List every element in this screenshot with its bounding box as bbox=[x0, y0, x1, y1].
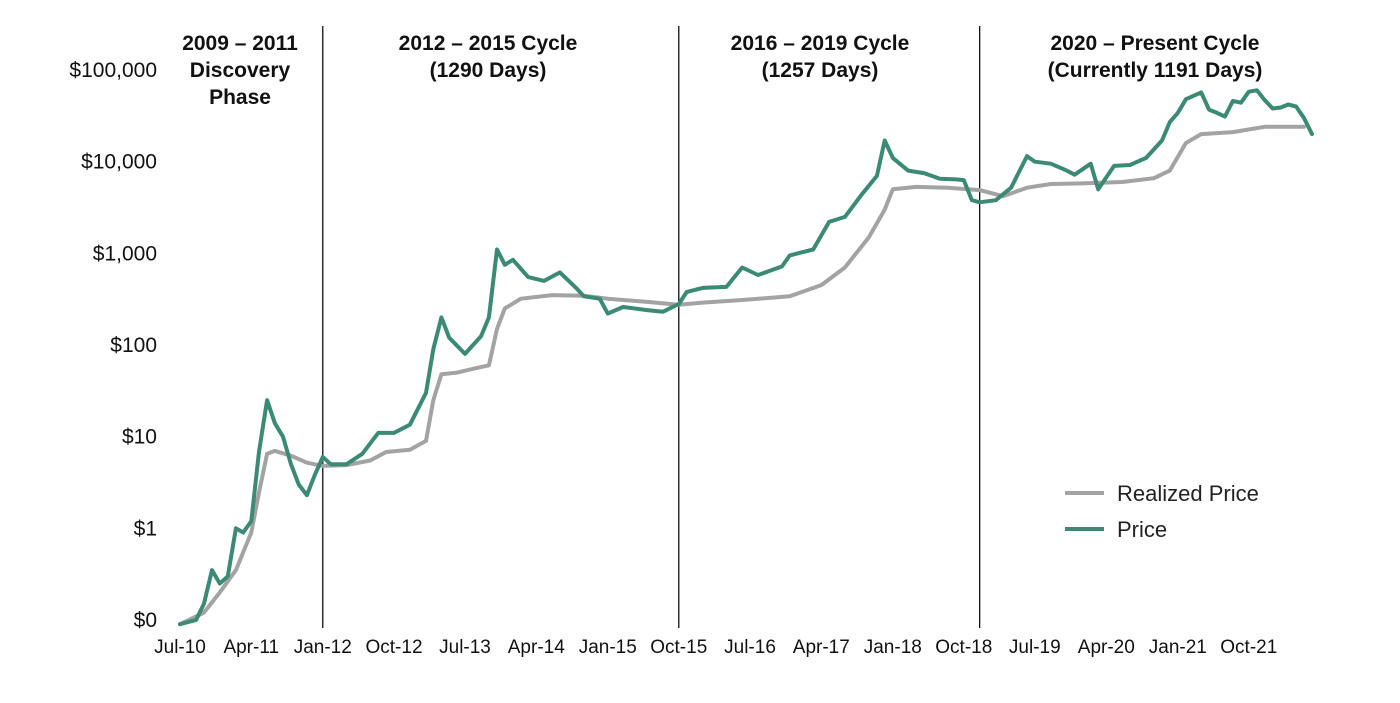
x-tick-label: Apr-11 bbox=[223, 637, 279, 658]
cycle-phase-title: (Currently 1191 Days) bbox=[1048, 59, 1263, 82]
cycle-phase-title: 2009 – 2011 bbox=[182, 32, 298, 55]
legend-label: Price bbox=[1117, 517, 1167, 542]
y-tick-label: $1 bbox=[134, 517, 157, 540]
x-tick-label: Jul-10 bbox=[154, 637, 206, 658]
cycle-phase-title: 2016 – 2019 Cycle bbox=[731, 32, 910, 55]
cycle-phase-title: (1257 Days) bbox=[762, 59, 879, 82]
x-tick-label: Apr-20 bbox=[1078, 637, 1135, 658]
cycle-dividers bbox=[322, 26, 981, 628]
x-tick-label: Jan-15 bbox=[579, 637, 637, 658]
x-tick-label: Oct-18 bbox=[935, 637, 992, 658]
cycle-phase-title: (1290 Days) bbox=[430, 59, 547, 82]
y-tick-label: $10 bbox=[122, 426, 157, 449]
y-tick-label: $1,000 bbox=[93, 242, 157, 265]
y-tick-label: $100,000 bbox=[69, 59, 157, 82]
x-tick-label: Oct-12 bbox=[366, 637, 423, 658]
x-axis-ticks: Jul-10 Apr-11 Jan-12 Oct-12 Jul-13 Apr-14 Jan-… bbox=[154, 637, 1277, 658]
y-tick-label: $10,000 bbox=[81, 151, 157, 174]
x-tick-label: Jan-21 bbox=[1149, 637, 1207, 658]
cycle-phase-title: 2020 – Present Cycle bbox=[1051, 32, 1260, 55]
cycle-phase-title: Discovery bbox=[190, 59, 291, 82]
x-tick-label: Oct-21 bbox=[1220, 637, 1277, 658]
cycle-phase-title: Phase bbox=[209, 86, 271, 109]
y-axis-ticks: $100,000 $10,000 $1,000 $100 $10 $1 $0 bbox=[69, 59, 157, 632]
x-tick-label: Jul-13 bbox=[439, 637, 491, 658]
x-tick-label: Apr-14 bbox=[508, 637, 565, 658]
y-tick-label: $0 bbox=[134, 609, 157, 632]
cycle-phase-title: 2012 – 2015 Cycle bbox=[399, 32, 578, 55]
series-line-realized-price bbox=[178, 124, 1306, 627]
x-tick-label: Jul-19 bbox=[1009, 637, 1061, 658]
x-tick-label: Jul-16 bbox=[724, 637, 776, 658]
x-tick-label: Apr-17 bbox=[793, 637, 850, 658]
x-tick-label: Jan-18 bbox=[864, 637, 922, 658]
legend-label: Realized Price bbox=[1117, 481, 1259, 506]
price-series bbox=[178, 88, 1314, 627]
cycle-phase-titles: 2009 – 2011 Discovery Phase 2012 – 2015 Cyc… bbox=[182, 32, 1262, 109]
series-line-price bbox=[178, 88, 1314, 627]
y-tick-label: $100 bbox=[110, 334, 157, 357]
x-tick-label: Oct-15 bbox=[650, 637, 707, 658]
legend: Realized Price Price bbox=[1065, 481, 1259, 542]
x-tick-label: Jan-12 bbox=[294, 637, 352, 658]
